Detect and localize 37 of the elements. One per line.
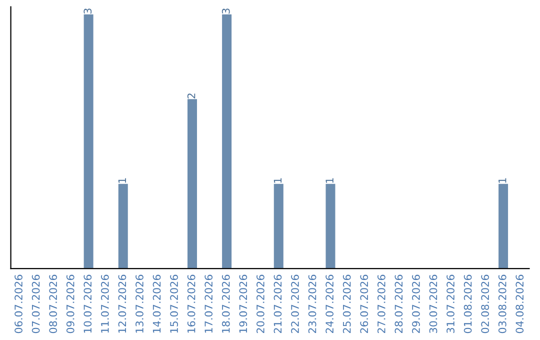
x-tick-label: 08.07.2026 (49, 274, 58, 334)
data-label: 2 (187, 94, 196, 98)
data-label: 1 (118, 178, 126, 183)
x-tick-label: 22.07.2026 (291, 274, 299, 334)
x-tick-label: 23.07.2026 (308, 274, 316, 334)
x-tick-label: 02.08.2026 (481, 274, 490, 334)
data-label: 1 (326, 178, 334, 183)
x-tick-label: 29.07.2026 (412, 274, 420, 334)
x-tick-label: 25.07.2026 (342, 274, 351, 334)
x-tick-label: 27.07.2026 (377, 274, 386, 334)
x-tick-label: 18.07.2026 (222, 274, 230, 333)
x-tick-label: 17.07.2026 (204, 274, 213, 333)
x-tick-label: 14.07.2026 (152, 274, 161, 333)
x-tick-label: 20.07.2026 (256, 274, 264, 334)
x-tick-label: 28.07.2026 (394, 274, 403, 334)
x-tick-label: 30.07.2026 (429, 274, 438, 334)
x-tick-label: 07.07.2026 (32, 274, 40, 334)
x-tick-label: 31.07.2026 (446, 274, 454, 334)
x-tick-label: 06.07.2026 (14, 274, 22, 334)
data-label: 1 (498, 178, 506, 183)
x-tick-label: 04.08.2026 (516, 274, 524, 334)
x-tick-label: 24.07.2026 (326, 274, 334, 334)
x-tick-label: 10.07.2026 (84, 274, 92, 333)
x-tick-label: 26.07.2026 (360, 274, 368, 334)
x-tick-label: 15.07.2026 (170, 274, 178, 333)
data-label: 1 (274, 178, 282, 183)
data-label: 3 (84, 8, 92, 14)
x-tick-label: 12.07.2026 (118, 274, 126, 333)
data-label: 3 (222, 8, 230, 14)
x-tick-label: 03.08.2026 (498, 274, 506, 334)
x-tick-label: 19.07.2026 (239, 274, 248, 333)
x-tick-label: 16.07.2026 (187, 274, 196, 333)
x-tick-label: 13.07.2026 (136, 274, 144, 333)
x-tick-label: 21.07.2026 (274, 274, 282, 334)
x-tick-label: 01.08.2026 (464, 274, 472, 334)
x-tick-label: 09.07.2026 (66, 274, 74, 334)
x-tick-label: 11.07.2026 (100, 274, 109, 333)
